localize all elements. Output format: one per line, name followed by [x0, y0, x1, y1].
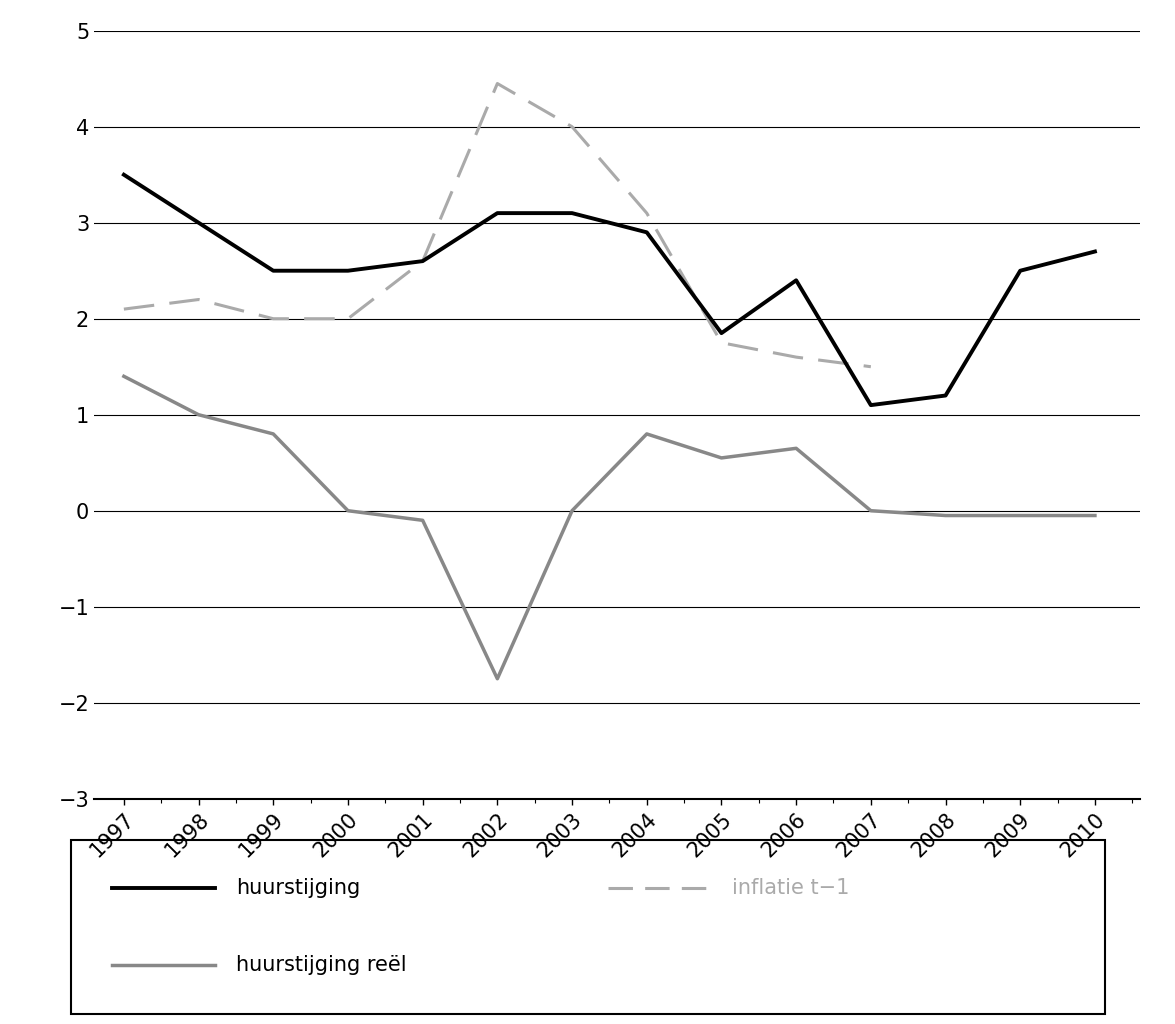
Text: inflatie t−1: inflatie t−1 — [732, 879, 850, 898]
Text: huurstijging reël: huurstijging reël — [236, 955, 407, 975]
Text: huurstijging: huurstijging — [236, 879, 361, 898]
